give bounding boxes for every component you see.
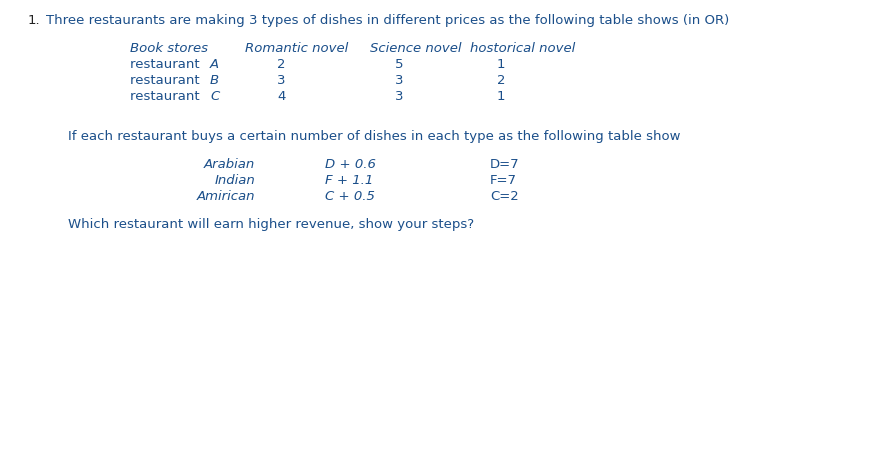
Text: 1: 1 [497, 90, 506, 103]
Text: If each restaurant buys a certain number of dishes in each type as the following: If each restaurant buys a certain number… [68, 130, 681, 143]
Text: F + 1.1: F + 1.1 [325, 174, 374, 187]
Text: restaurant: restaurant [130, 58, 204, 71]
Text: 1.: 1. [28, 14, 40, 27]
Text: restaurant: restaurant [130, 74, 204, 87]
Text: 4: 4 [277, 90, 285, 103]
Text: A: A [210, 58, 219, 71]
Text: 3: 3 [277, 74, 285, 87]
Text: Indian: Indian [214, 174, 255, 187]
Text: 5: 5 [395, 58, 403, 71]
Text: 3: 3 [395, 74, 403, 87]
Text: D=7: D=7 [490, 158, 520, 170]
Text: 2: 2 [497, 74, 506, 87]
Text: 1: 1 [497, 58, 506, 71]
Text: F=7: F=7 [490, 174, 517, 187]
Text: 2: 2 [277, 58, 285, 71]
Text: Science novel: Science novel [370, 42, 461, 55]
Text: Amirican: Amirican [197, 189, 255, 203]
Text: C: C [210, 90, 220, 103]
Text: Which restaurant will earn higher revenue, show your steps?: Which restaurant will earn higher revenu… [68, 218, 474, 230]
Text: Book stores: Book stores [130, 42, 208, 55]
Text: hostorical novel: hostorical novel [470, 42, 575, 55]
Text: restaurant: restaurant [130, 90, 204, 103]
Text: C + 0.5: C + 0.5 [325, 189, 374, 203]
Text: Romantic novel: Romantic novel [245, 42, 348, 55]
Text: Arabian: Arabian [204, 158, 255, 170]
Text: B: B [210, 74, 219, 87]
Text: C=2: C=2 [490, 189, 519, 203]
Text: 3: 3 [395, 90, 403, 103]
Text: D + 0.6: D + 0.6 [325, 158, 376, 170]
Text: Three restaurants are making 3 types of dishes in different prices as the follow: Three restaurants are making 3 types of … [46, 14, 729, 27]
